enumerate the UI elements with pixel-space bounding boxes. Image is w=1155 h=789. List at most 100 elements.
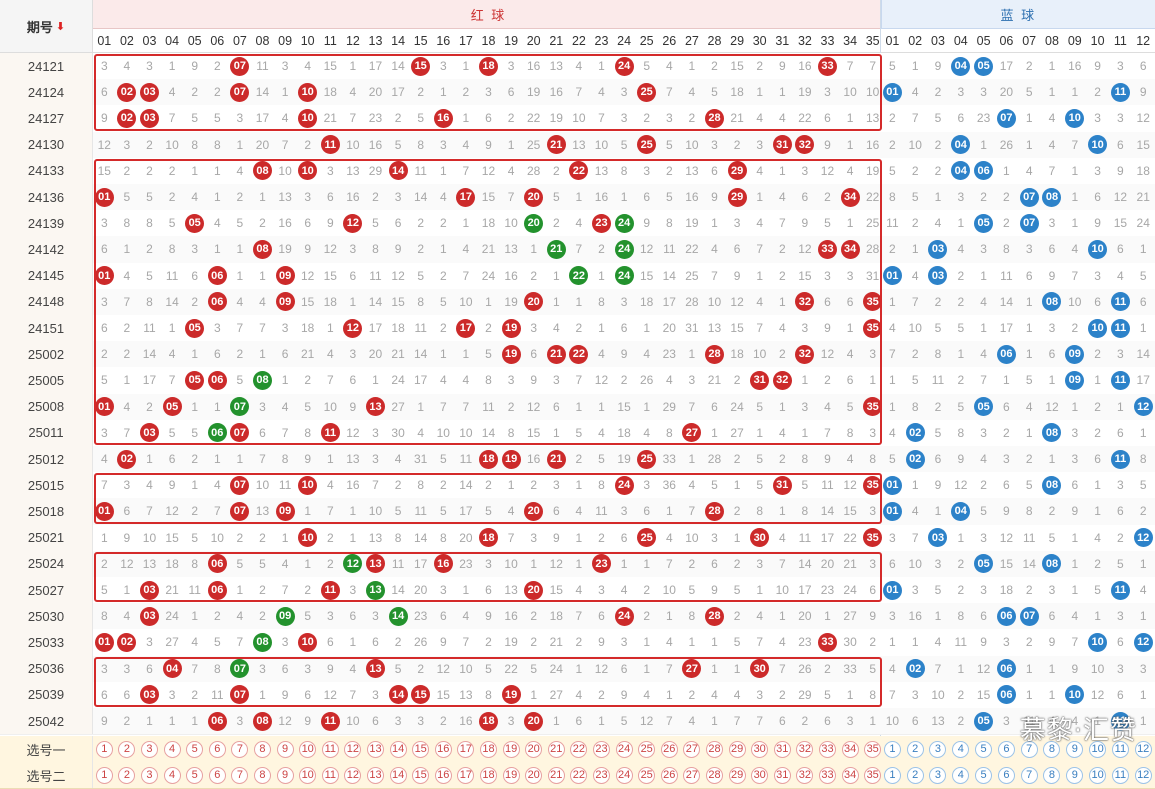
selectable-blue-number[interactable]: 7 <box>1020 740 1038 758</box>
red-column-header[interactable]: 21 <box>545 29 568 53</box>
selectable-red-number[interactable]: 11 <box>321 740 339 758</box>
selectable-red-number[interactable]: 34 <box>841 766 859 784</box>
pick-red-number[interactable]: 6 <box>206 762 229 788</box>
pick-red-number[interactable]: 22 <box>568 736 591 762</box>
selectable-red-number[interactable]: 24 <box>615 766 633 784</box>
selectable-blue-number[interactable]: 12 <box>1134 740 1152 758</box>
blue-column-header[interactable]: 11 <box>1109 29 1132 53</box>
selectable-red-number[interactable]: 29 <box>728 740 746 758</box>
selectable-red-number[interactable]: 18 <box>479 740 497 758</box>
selectable-red-number[interactable]: 31 <box>773 740 791 758</box>
red-column-header[interactable]: 29 <box>725 29 749 53</box>
selectable-red-number[interactable]: 35 <box>864 766 882 784</box>
selectable-red-number[interactable]: 30 <box>751 740 769 758</box>
pick-red-number[interactable]: 6 <box>206 736 229 762</box>
selectable-red-number[interactable]: 13 <box>366 740 384 758</box>
pick-red-number[interactable]: 28 <box>703 736 726 762</box>
red-column-header[interactable]: 04 <box>160 29 184 53</box>
pick-red-number[interactable]: 20 <box>522 762 545 788</box>
selectable-red-number[interactable]: 31 <box>773 766 791 784</box>
selectable-red-number[interactable]: 9 <box>276 766 294 784</box>
pick-red-number[interactable]: 26 <box>658 762 681 788</box>
pick-blue-number[interactable]: 6 <box>995 762 1018 788</box>
pick-red-number[interactable]: 20 <box>522 736 545 762</box>
selectable-blue-number[interactable]: 2 <box>906 740 924 758</box>
pick-blue-number[interactable]: 10 <box>1086 762 1109 788</box>
red-column-header[interactable]: 27 <box>680 29 704 53</box>
pick-red-number[interactable]: 31 <box>771 762 794 788</box>
selectable-red-number[interactable]: 17 <box>457 766 475 784</box>
pick-blue-number[interactable]: 7 <box>1018 762 1041 788</box>
red-column-header[interactable]: 34 <box>838 29 862 53</box>
selectable-red-number[interactable]: 22 <box>570 740 588 758</box>
selectable-blue-number[interactable]: 10 <box>1089 740 1107 758</box>
pick-red-number[interactable]: 18 <box>477 762 500 788</box>
selectable-blue-number[interactable]: 7 <box>1020 766 1038 784</box>
blue-column-header[interactable]: 10 <box>1086 29 1109 53</box>
blue-column-header[interactable]: 08 <box>1040 29 1064 53</box>
pick-red-number[interactable]: 15 <box>409 736 432 762</box>
pick-red-number[interactable]: 13 <box>364 762 387 788</box>
pick-red-number[interactable]: 23 <box>590 736 613 762</box>
red-column-header[interactable]: 32 <box>793 29 817 53</box>
selectable-red-number[interactable]: 15 <box>412 740 430 758</box>
red-column-header[interactable]: 02 <box>115 29 139 53</box>
red-column-header[interactable]: 05 <box>183 29 206 53</box>
red-column-header[interactable]: 11 <box>319 29 342 53</box>
pick-blue-number[interactable]: 3 <box>927 762 950 788</box>
selectable-red-number[interactable]: 10 <box>299 740 317 758</box>
pick-blue-number[interactable]: 12 <box>1132 736 1155 762</box>
pick-blue-number[interactable]: 7 <box>1018 736 1041 762</box>
selectable-red-number[interactable]: 11 <box>321 766 339 784</box>
pick-red-number[interactable]: 9 <box>274 762 297 788</box>
red-column-header[interactable]: 01 <box>93 29 116 53</box>
selectable-red-number[interactable]: 26 <box>660 766 678 784</box>
pick-red-number[interactable]: 30 <box>748 762 771 788</box>
pick-red-number[interactable]: 23 <box>590 762 613 788</box>
selectable-red-number[interactable]: 27 <box>683 766 701 784</box>
selectable-blue-number[interactable]: 12 <box>1134 766 1152 784</box>
selectable-blue-number[interactable]: 4 <box>952 740 970 758</box>
selectable-blue-number[interactable]: 6 <box>997 766 1015 784</box>
red-column-header[interactable]: 10 <box>296 29 319 53</box>
pick-red-number[interactable]: 19 <box>500 762 523 788</box>
selectable-red-number[interactable]: 33 <box>818 766 836 784</box>
pick-red-number[interactable]: 8 <box>251 762 274 788</box>
selectable-red-number[interactable]: 25 <box>638 740 656 758</box>
pick-red-number[interactable]: 21 <box>545 736 568 762</box>
pick-red-number[interactable]: 8 <box>251 736 274 762</box>
pick-red-number[interactable]: 35 <box>861 736 884 762</box>
selectable-red-number[interactable]: 5 <box>186 766 204 784</box>
red-column-header[interactable]: 20 <box>522 29 545 53</box>
red-column-header[interactable]: 18 <box>477 29 500 53</box>
selectable-red-number[interactable]: 15 <box>412 766 430 784</box>
red-column-header[interactable]: 17 <box>454 29 478 53</box>
selectable-red-number[interactable]: 10 <box>299 766 317 784</box>
selectable-red-number[interactable]: 30 <box>751 766 769 784</box>
pick-red-number[interactable]: 33 <box>816 762 839 788</box>
pick-red-number[interactable]: 25 <box>635 736 658 762</box>
selectable-red-number[interactable]: 16 <box>434 766 452 784</box>
pick-red-number[interactable]: 34 <box>839 736 862 762</box>
pick-blue-number[interactable]: 6 <box>995 736 1018 762</box>
red-column-header[interactable]: 14 <box>386 29 410 53</box>
pick-red-number[interactable]: 1 <box>93 736 116 762</box>
selectable-red-number[interactable]: 4 <box>163 766 181 784</box>
selectable-red-number[interactable]: 3 <box>140 740 158 758</box>
pick-red-number[interactable]: 15 <box>409 762 432 788</box>
pick-red-number[interactable]: 13 <box>364 736 387 762</box>
pick-blue-number[interactable]: 11 <box>1109 762 1132 788</box>
selectable-red-number[interactable]: 17 <box>457 740 475 758</box>
pick-red-number[interactable]: 14 <box>387 736 410 762</box>
selectable-red-number[interactable]: 27 <box>683 740 701 758</box>
pick-blue-number[interactable]: 4 <box>949 736 972 762</box>
pick-red-number[interactable]: 21 <box>545 762 568 788</box>
selectable-blue-number[interactable]: 4 <box>952 766 970 784</box>
blue-column-header[interactable]: 01 <box>881 29 904 53</box>
red-column-header[interactable]: 26 <box>658 29 681 53</box>
red-column-header[interactable]: 12 <box>341 29 365 53</box>
sort-down-arrow-icon[interactable]: ⬇ <box>55 20 66 33</box>
selectable-red-number[interactable]: 12 <box>344 766 362 784</box>
pick-blue-number[interactable]: 12 <box>1132 762 1155 788</box>
selectable-red-number[interactable]: 3 <box>140 766 158 784</box>
